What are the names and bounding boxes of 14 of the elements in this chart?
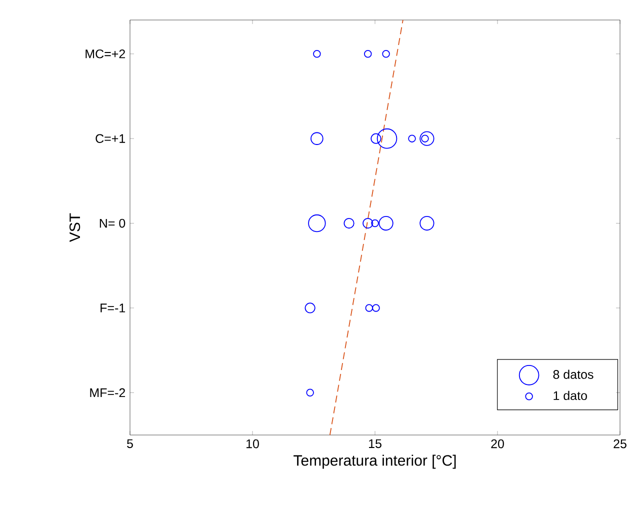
y-tick-label: N= 0 [100,218,126,228]
x-tick-label: 10 [246,439,259,448]
legend-label: 1 dato [554,390,587,400]
x-tick-label: 25 [614,439,626,448]
legend-label: 8 datos [553,370,594,379]
y-tick-label: C=+1 [96,134,126,143]
y-tick-label: F=-1 [100,304,126,312]
y-tick-label: MC=+2 [86,49,126,58]
y-axis-title: VST [69,213,80,242]
x-tick-label: 5 [127,439,133,448]
y-tick-label: MF=-2 [90,388,126,398]
x-tick-label: 15 [369,439,382,448]
x-axis-title: Temperatura interior [°C] [294,454,456,469]
x-tick-label: 20 [491,439,504,448]
